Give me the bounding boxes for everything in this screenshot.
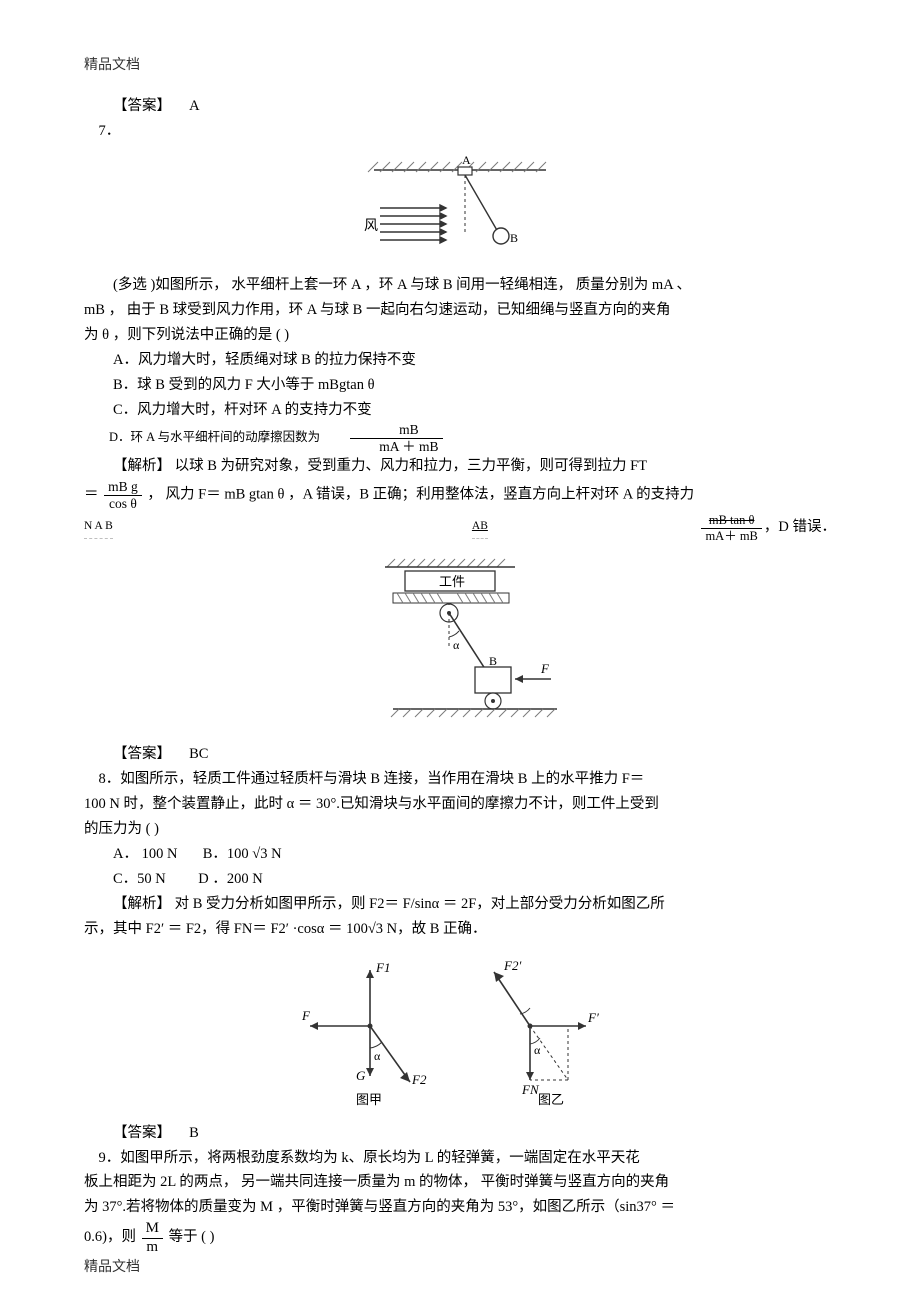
q8-solution-figures-svg: F F1 G F2 α 图甲 [280,948,640,1108]
figjia-G: G [356,1068,366,1083]
figyi-caption: 图乙 [538,1092,564,1107]
q7-row-mid: AB [472,517,488,539]
answer-value: B [189,1125,199,1141]
q7-cropped-row: N A B AB mB tan θ mA＋ mB ，D 错误． [84,513,836,543]
q8-solution-line2: 示，其中 F2′ ＝ F2，得 FN＝ F2′ ·cosα ＝ 100√3 N，… [84,917,836,942]
footer-text: 精品文档 [84,1260,140,1275]
q7-solution-line2: ＝ mB g cos θ ， 风力 F＝ mB gtan θ ，A 错误，B 正… [84,479,836,511]
q7-answer-line: 【答案】 BC [84,742,836,767]
q8-topfigure: 工件 α [84,549,836,738]
frac-den: mA ＋ mB [350,439,442,455]
figjia-F2: F2 [411,1072,427,1087]
q7-optD-frac: mB mA ＋ mB [350,422,442,454]
q8-line3: 的压力为 ( ) [84,817,836,842]
q7-number: 7． [84,119,836,144]
sol-label: 【解析】 [113,896,171,912]
page-footer: 精品文档 [84,1256,140,1276]
figyi-F2p: F2′ [503,958,521,973]
answer-label: 【答案】 [113,746,171,762]
content: 【答案】 A 7． A [84,94,836,1256]
q9-stem4-pre: 0.6)，则 [84,1229,140,1245]
q7-optB: B．球 B 受到的风力 F 大小等于 mBgtan θ [84,373,836,398]
q7-label-B: B [510,231,518,245]
q8-label-work: 工件 [439,574,465,589]
sol-label: 【解析】 [113,458,171,474]
q7-label-A: A [462,153,471,167]
q8-optsAB: A． 100 N B．100 √3 N [84,842,836,867]
frac-den: cos θ [104,496,142,512]
q8-label-alpha: α [453,638,460,652]
frac-den: m [142,1239,163,1256]
q7-optC: C．风力增大时，杆对环 A 的支持力不变 [84,398,836,423]
q8-line2: 100 N 时，整个装置静止，此时 α ＝ 30°.已知滑块与水平面间的摩擦力不… [84,792,836,817]
frac-num: mB [350,422,442,439]
q7-stem-row1: (多选 )如图所示， 水平细杆上套一环 A ，环 A 与球 B 间用一轻绳相连，… [84,273,836,298]
frac-den: mA＋ mB [701,529,761,543]
q7-tag: (多选 ) [113,277,155,293]
q8-optD: D ．200 N [198,871,262,887]
q8-label-F: F [540,661,550,676]
q8-solution-line1: 【解析】 对 B 受力分析如图甲所示，则 F2＝ F/sinα ＝ 2F，对上部… [84,892,836,917]
q9-line2: 板上相距为 2L 的两点， 另一端共同连接一质量为 m 的物体， 平衡时弹簧与竖… [84,1170,836,1195]
q8-solution-figures: F F1 G F2 α 图甲 [84,948,836,1117]
q7-sol-frac: mB g cos θ [104,479,142,511]
page-header: 精品文档 [84,54,836,74]
q7-row-right: mB tan θ mA＋ mB ，D 错误． [699,513,836,543]
q6-answer-line: 【答案】 A [84,94,836,119]
figjia-alpha: α [374,1049,381,1063]
q7-num: 7． [99,123,121,139]
page: 精品文档 【答案】 A 7． [0,0,920,1316]
figyi-Fp: F′ [587,1010,599,1025]
q8-optC: C．50 N [113,871,166,887]
q7-stem-row3: 为 θ ，则下列说法中正确的是 ( ) [84,323,836,348]
q7-optD-pre: D．环 A 与水平细杆间的动摩擦因数为 [109,430,320,444]
figyi-alpha: α [534,1043,541,1057]
q7-optA: A．风力增大时，轻质绳对球 B 的拉力保持不变 [84,348,836,373]
q8-topfigure-svg: 工件 α [345,549,575,729]
q8-optsCD: C．50 N D ．200 N [84,867,836,892]
figjia-caption: 图甲 [356,1092,382,1107]
q8-optA: A． 100 N [113,846,177,862]
q7-sol-text2: ， 风力 F＝ mB gtan θ ，A 错误，B 正确；利用整体法，竖直方向上… [147,487,694,503]
frac-num: mB tan θ [701,513,761,528]
answer-value: A [189,98,199,114]
header-text: 精品文档 [84,58,140,73]
q8-answer-line: 【答案】 B [84,1121,836,1146]
q7-wind-label: 风 [364,219,378,234]
answer-label: 【答案】 [113,1125,171,1141]
q7-solution-line1: 【解析】 以球 B 为研究对象，受到重力、风力和拉力，三力平衡，则可得到拉力 F… [84,454,836,479]
frac-num: mB g [104,479,142,496]
q7-optD: D．环 A 与水平细杆间的动摩擦因数为 mB mA ＋ mB [84,422,836,454]
q8-number: 8． [99,771,121,787]
q7-sol-text1: 以球 B 为研究对象，受到重力、风力和拉力，三力平衡，则可得到拉力 FT [175,458,647,474]
q9-stem1: 如图甲所示，将两根劲度系数均为 k、原长均为 L 的轻弹簧，一端固定在水平天花 [120,1150,639,1166]
q7-stem1: 如图所示， 水平细杆上套一环 A ，环 A 与球 B 间用一轻绳相连， 质量分别… [155,277,691,293]
q8-stem1: 如图所示，轻质工件通过轻质杆与滑块 B 连接，当作用在滑块 B 上的水平推力 F… [120,771,644,787]
q9-line4: 0.6)，则 M m 等于 ( ) [84,1220,836,1256]
q9-frac: M m [142,1220,163,1256]
q7-row-right-post: ，D 错误． [764,520,836,536]
q7-stem-row2: mB ， 由于 B 球受到风力作用，环 A 与球 B 一起向右匀速运动，已知细绳… [84,298,836,323]
q9-stem4-post: 等于 ( ) [169,1229,215,1245]
q8-sol-text: 对 B 受力分析如图甲所示，则 F2＝ F/sinα ＝ 2F，对上部分受力分析… [175,896,665,912]
q8-label-B: B [489,654,497,668]
q8-line1: 8．如图所示，轻质工件通过轻质杆与滑块 B 连接，当作用在滑块 B 上的水平推力… [84,767,836,792]
q7-figure-svg: A B 风 [350,150,570,260]
figjia-F1: F1 [375,960,390,975]
figjia-F: F [301,1008,311,1023]
answer-label: 【答案】 [113,98,171,114]
q8-optB: B．100 √3 N [203,846,282,862]
q9-line1: 9．如图甲所示，将两根劲度系数均为 k、原长均为 L 的轻弹簧，一端固定在水平天… [84,1146,836,1171]
q7-row-right-frac: mB tan θ mA＋ mB [701,513,761,543]
q7-row-left: N A B [84,517,113,539]
frac-num: M [142,1220,163,1238]
q7-figure: A B 风 [84,150,836,269]
q9-line3: 为 37°.若将物体的质量变为 M ，平衡时弹簧与竖直方向的夹角为 53°，如图… [84,1195,836,1220]
answer-value: BC [189,746,208,762]
q9-number: 9． [99,1150,121,1166]
